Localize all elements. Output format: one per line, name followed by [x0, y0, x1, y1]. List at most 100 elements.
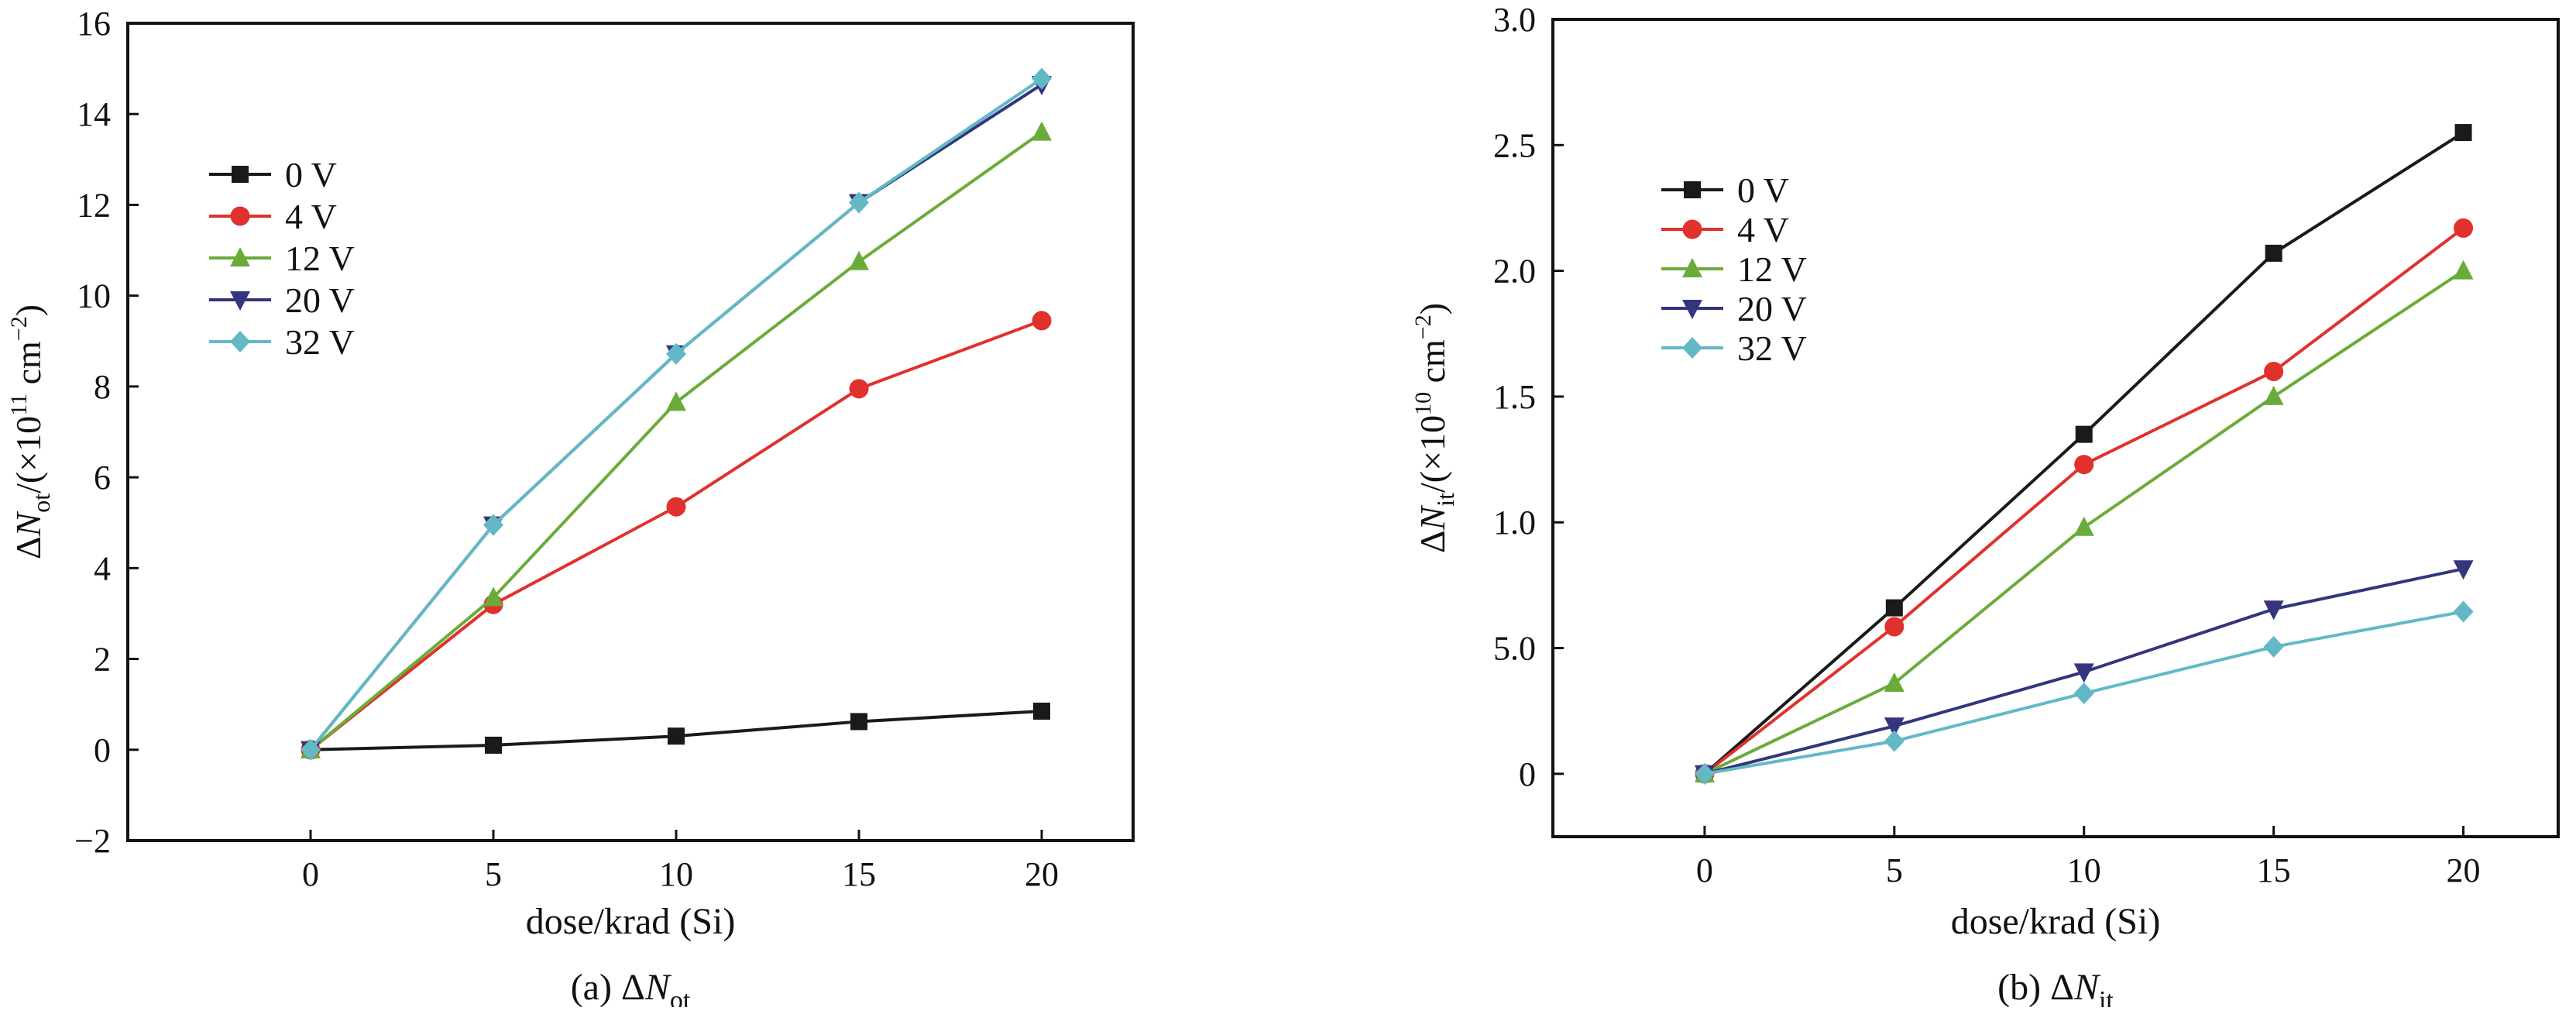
data-point	[301, 738, 321, 761]
series-line	[309, 319, 1042, 751]
x-tick-label: 20	[2447, 851, 2481, 889]
y-tick-label: 14	[77, 95, 111, 133]
legend-label: 32 V	[285, 322, 355, 362]
series-20v	[301, 76, 1052, 761]
x-tick-label: 5	[485, 855, 502, 893]
x-tick-label: 15	[2257, 851, 2291, 889]
series-32v	[1694, 600, 2474, 785]
legend-label: 20 V	[285, 280, 355, 320]
data-point	[2073, 663, 2094, 683]
data-point	[2453, 260, 2474, 280]
data-point	[2075, 425, 2093, 443]
data-point	[2263, 385, 2284, 405]
panel-caption: (a) ΔNot	[571, 967, 691, 1007]
series-line	[309, 77, 1043, 751]
legend-marker	[1682, 337, 1702, 359]
y-tick-label: 0	[1519, 755, 1536, 793]
x-axis-label: dose/krad (Si)	[1951, 901, 2161, 942]
legend-entry: 32 V	[1661, 328, 1807, 368]
y-axis-label: ΔNot/(×1011 cm−2)	[6, 304, 55, 559]
x-tick-label: 5	[1886, 851, 1903, 889]
y-tick-label: 5.0	[1493, 630, 1536, 668]
y-tick-label: 1.0	[1493, 504, 1536, 542]
data-point	[483, 514, 503, 536]
data-point	[849, 250, 869, 270]
data-point	[2263, 600, 2284, 621]
data-point	[1694, 762, 1715, 785]
legend-label: 32 V	[1737, 328, 1807, 368]
y-tick-label: 2	[94, 641, 111, 679]
legend-entry: 32 V	[209, 322, 355, 362]
legend: 0 V4 V12 V20 V32 V	[1661, 170, 1807, 368]
data-point	[668, 727, 685, 745]
data-point	[2265, 244, 2282, 262]
data-point	[2263, 635, 2284, 658]
legend-label: 4 V	[1737, 210, 1789, 249]
panel-caption: (b) ΔNit	[1997, 967, 2114, 1007]
data-point	[2264, 361, 2284, 381]
y-tick-label: 2.5	[1493, 126, 1536, 164]
y-tick-label: 2.0	[1493, 253, 1536, 291]
data-point	[1032, 67, 1052, 90]
chart-panel-b: 0 5 10 15 20 0 5.0 1.0 1.5 2.0 2.5 3.0 dose/krad (Si…	[1410, 1, 2560, 1011]
legend-marker	[230, 331, 250, 352]
data-point	[2454, 218, 2474, 238]
legend-marker	[1682, 258, 1702, 277]
chart-panel-a: 0 5 10 15 20 −2 0 2 4 6 8 10 12 14 16 dose/krad (Si) ΔNo…	[6, 5, 1135, 1011]
data-point	[2074, 455, 2094, 475]
x-tick-label: 10	[2067, 851, 2101, 889]
legend-marker	[1682, 219, 1702, 239]
legend-marker	[230, 247, 250, 267]
series-32v	[301, 67, 1052, 761]
y-tick-label: 8	[94, 368, 111, 406]
data-point	[1884, 730, 1905, 752]
y-tick-label: 6	[94, 459, 111, 497]
legend: 0 V4 V12 V20 V32 V	[209, 155, 355, 362]
data-point	[1884, 617, 1905, 637]
y-axis-label: ΔNit/(×1010 cm−2)	[1410, 303, 1459, 553]
legend-entry: 20 V	[209, 280, 355, 320]
data-point	[2073, 516, 2094, 536]
legend-entry: 0 V	[1661, 170, 1789, 210]
data-point	[1884, 717, 1905, 738]
legend-label: 0 V	[1737, 170, 1789, 210]
data-point	[483, 586, 503, 607]
data-point	[666, 497, 686, 517]
legend-label: 12 V	[1737, 249, 1807, 289]
legend-entry: 4 V	[1661, 210, 1789, 249]
data-point	[2454, 124, 2472, 142]
y-tick-label: 4	[94, 549, 111, 587]
legend-marker	[230, 206, 250, 226]
data-point	[2453, 560, 2474, 580]
legend-label: 4 V	[285, 197, 337, 236]
data-point	[849, 379, 869, 399]
legend-entry: 12 V	[1661, 249, 1807, 289]
legend-label: 12 V	[285, 239, 355, 278]
series-line	[309, 83, 1043, 751]
series-line	[309, 131, 1043, 751]
legend-label: 0 V	[285, 155, 337, 194]
x-axis-label: dose/krad (Si)	[526, 901, 736, 942]
series-12v	[301, 121, 1052, 758]
legend-marker	[1684, 181, 1701, 198]
data-point	[850, 713, 867, 731]
y-tick-label: 10	[77, 277, 111, 315]
y-tick-label: 1.5	[1493, 378, 1536, 416]
series-0v	[302, 702, 1050, 758]
plot-frame	[1551, 18, 2560, 838]
x-tick-label: 10	[659, 855, 693, 893]
plot-frame	[126, 22, 1135, 842]
legend-label: 20 V	[1737, 289, 1807, 328]
series-4v	[301, 311, 1052, 760]
series-20v	[1694, 560, 2474, 785]
x-tick-label: 20	[1025, 855, 1059, 893]
legend-entry: 20 V	[1661, 289, 1807, 328]
data-point	[1884, 672, 1905, 692]
x-tick-label: 15	[842, 855, 876, 893]
legend-marker	[1682, 300, 1702, 319]
x-tick-label: 0	[1696, 851, 1713, 889]
data-point	[2073, 682, 2094, 704]
y-tick-label: 3.0	[1493, 1, 1536, 39]
